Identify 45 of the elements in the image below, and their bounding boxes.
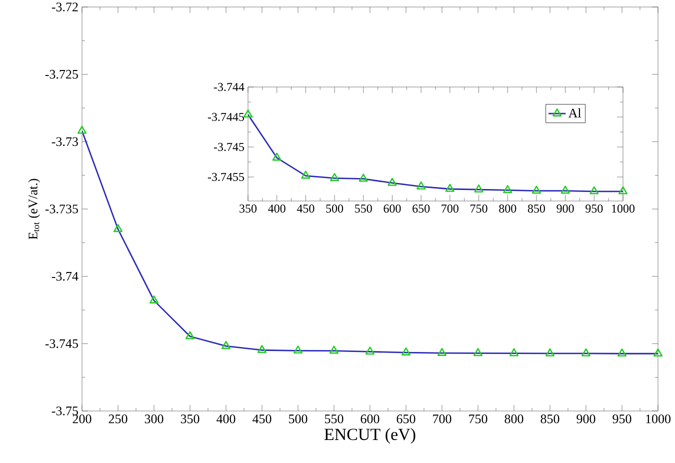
y-tick-label: -3.74 — [52, 272, 78, 281]
x-tick-label: 700 — [442, 204, 458, 213]
x-tick-label: 700 — [433, 414, 452, 424]
x-tick-label: 1000 — [612, 204, 635, 213]
x-tick-label: 950 — [612, 414, 632, 424]
x-tick-label: 550 — [325, 414, 344, 424]
x-tick-label: 800 — [499, 204, 516, 213]
x-tick-label: 900 — [556, 204, 574, 213]
y-tick-label: -3.735 — [45, 204, 78, 214]
x-tick-label: 350 — [240, 204, 257, 213]
x-tick-label: 750 — [470, 204, 488, 213]
x-tick-label: 800 — [504, 414, 524, 424]
y-tick-label: -3.745 — [45, 339, 78, 348]
x-tick-label: 500 — [326, 204, 344, 213]
x-tick-label: 950 — [586, 204, 603, 213]
x-tick-label: 600 — [384, 204, 401, 213]
y-tick-label: -3.725 — [45, 70, 78, 79]
legend-label: Al — [568, 108, 582, 118]
x-tick-label: 500 — [289, 414, 308, 424]
x-tick-label: 650 — [396, 414, 416, 424]
x-tick-label: 1000 — [646, 414, 670, 424]
y-tick-label: -3.7455 — [208, 172, 244, 182]
x-tick-label: 650 — [412, 204, 430, 213]
x-tick-label: 750 — [469, 414, 488, 424]
x-tick-label: 550 — [355, 204, 372, 213]
x-tick-label: 250 — [108, 414, 128, 424]
y-tick-label: -3.745 — [214, 142, 244, 152]
x-tick-label: 300 — [144, 414, 164, 424]
x-tick-label: 400 — [216, 414, 236, 424]
x-tick-label: 850 — [540, 414, 560, 424]
y-tick-label: -3.75 — [52, 406, 78, 416]
y-tick-label: -3.7445 — [208, 112, 244, 122]
x-tick-label: 200 — [72, 414, 92, 424]
x-tick-label: 850 — [528, 204, 545, 213]
y-axis-title: E$_{tot}$ (eV/at.) — [28, 178, 40, 240]
x-tick-label: 450 — [296, 204, 314, 213]
x-axis-title: ENCUT (eV) — [324, 428, 416, 444]
x-tick-label: 900 — [576, 414, 596, 424]
y-tick-label: -3.72 — [52, 2, 78, 12]
x-tick-label: 400 — [268, 204, 286, 213]
x-tick-label: 350 — [180, 414, 200, 424]
x-tick-label: 450 — [252, 414, 272, 424]
x-tick-label: 600 — [360, 414, 380, 424]
y-tick-label: -3.73 — [52, 137, 78, 146]
y-tick-label: -3.744 — [214, 82, 244, 92]
